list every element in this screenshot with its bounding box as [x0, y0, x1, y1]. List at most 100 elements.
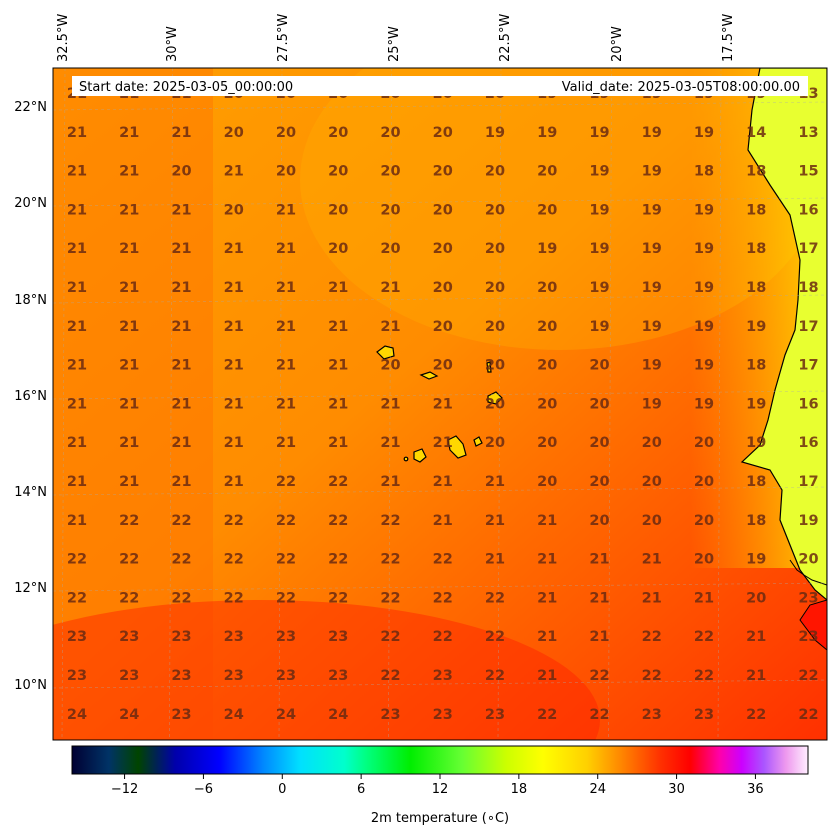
temperature-value: 21: [67, 164, 87, 180]
temperature-value: 23: [485, 707, 505, 723]
temperature-value: 21: [485, 474, 505, 490]
temperature-value: 20: [589, 435, 609, 451]
temperature-value: 21: [642, 552, 662, 568]
temperature-value: 20: [485, 164, 505, 180]
temperature-value: 21: [224, 435, 244, 451]
temperature-value: 20: [276, 164, 296, 180]
temperature-value: 22: [171, 590, 191, 606]
temperature-value: 21: [380, 396, 400, 412]
temperature-value: 19: [537, 125, 557, 141]
temperature-value: 20: [380, 164, 400, 180]
temperature-value: 23: [276, 668, 296, 684]
temperature-value: 18: [746, 164, 766, 180]
temperature-value: 19: [589, 280, 609, 296]
temperature-value: 22: [798, 668, 818, 684]
temperature-value: 21: [119, 396, 139, 412]
temperature-value: 21: [276, 358, 296, 374]
temperature-value: 23: [67, 668, 87, 684]
temperature-value: 20: [537, 474, 557, 490]
temperature-field: 21 21 21 20 20 20 20 20 20 19 19 19 19 19 13 21 21 21 20 20…: [53, 68, 827, 740]
temperature-value: 21: [224, 319, 244, 335]
temperature-value: 19: [642, 396, 662, 412]
temperature-value: 21: [433, 396, 453, 412]
lon-label: 30°W: [165, 26, 180, 62]
temperature-value: 21: [328, 435, 348, 451]
temperature-value: 22: [433, 629, 453, 645]
temperature-value: 21: [119, 435, 139, 451]
temperature-value: 20: [380, 202, 400, 218]
temperature-value: 22: [485, 590, 505, 606]
temperature-value: 21: [276, 435, 296, 451]
temperature-value: 22: [328, 552, 348, 568]
temperature-value: 22: [642, 629, 662, 645]
temperature-value: 20: [224, 202, 244, 218]
temperature-value: 21: [380, 280, 400, 296]
temperature-value: 18: [746, 474, 766, 490]
temperature-value: 20: [224, 125, 244, 141]
temperature-value: 19: [694, 241, 714, 257]
temperature-value: 20: [433, 125, 453, 141]
temperature-value: 21: [380, 319, 400, 335]
temperature-value: 22: [328, 590, 348, 606]
temperature-value: 23: [171, 668, 191, 684]
temperature-value: 21: [589, 552, 609, 568]
temperature-value: 21: [224, 241, 244, 257]
temperature-value: 20: [380, 358, 400, 374]
temperature-value: 21: [171, 396, 191, 412]
temperature-value: 19: [694, 280, 714, 296]
temperature-value: 20: [642, 435, 662, 451]
temperature-value: 19: [746, 319, 766, 335]
temperature-value: 22: [537, 707, 557, 723]
temperature-value: 19: [746, 435, 766, 451]
temperature-value: 23: [433, 707, 453, 723]
latitude-labels: 22°N 20°N 18°N 16°N 14°N 12°N 10°N: [14, 100, 47, 693]
temperature-value: 20: [328, 202, 348, 218]
map-frame: [52, 67, 828, 741]
temperature-value: 20: [694, 435, 714, 451]
temperature-value: 21: [67, 125, 87, 141]
temperature-value: 21: [119, 319, 139, 335]
temperature-value: 20: [485, 396, 505, 412]
temperature-value: 21: [746, 668, 766, 684]
temperature-value: 20: [433, 202, 453, 218]
temperature-value: 21: [485, 513, 505, 529]
valid-date-text: Valid_date: 2025-03-05T08:00:00.00: [562, 80, 800, 95]
temperature-value: 20: [485, 241, 505, 257]
temperature-value: 21: [67, 513, 87, 529]
temperature-value: 15: [798, 164, 818, 180]
temperature-value: 19: [694, 396, 714, 412]
temperature-value: 22: [589, 668, 609, 684]
temperature-value: 22: [485, 629, 505, 645]
temperature-value: 21: [589, 629, 609, 645]
temperature-value: 20: [589, 358, 609, 374]
temperature-value: 22: [642, 668, 662, 684]
temperature-value: 23: [119, 668, 139, 684]
temperature-value: 20: [276, 125, 296, 141]
temperature-value: 21: [537, 590, 557, 606]
temperature-value: 21: [224, 164, 244, 180]
temperature-value: 21: [433, 513, 453, 529]
temperature-value: 21: [694, 590, 714, 606]
temperature-value: 22: [694, 629, 714, 645]
temperature-value: 18: [694, 164, 714, 180]
temperature-value: 22: [328, 474, 348, 490]
temperature-value: 20: [746, 590, 766, 606]
temperature-value: 23: [171, 629, 191, 645]
temperature-value: 20: [171, 164, 191, 180]
temperature-value: 20: [589, 474, 609, 490]
temperature-value: 20: [433, 164, 453, 180]
lat-label: 20°N: [14, 196, 47, 211]
temperature-value: 22: [171, 513, 191, 529]
colorbar-tick-label: 0: [278, 782, 286, 797]
temperature-value: 20: [433, 319, 453, 335]
temperature-value: 21: [171, 280, 191, 296]
temperature-value: 20: [537, 396, 557, 412]
temperature-value: 19: [642, 164, 662, 180]
temperature-value-grid: 21 21 21 20 20 20 20 20 20 19 19 19 19 19 13 21 21 21 20 20…: [67, 86, 819, 723]
temperature-value: 20: [433, 241, 453, 257]
temperature-value: 19: [589, 241, 609, 257]
temperature-value: 22: [380, 629, 400, 645]
lon-label: 32.5°W: [56, 14, 71, 62]
temperature-value: 21: [224, 474, 244, 490]
temperature-value: 20: [537, 358, 557, 374]
